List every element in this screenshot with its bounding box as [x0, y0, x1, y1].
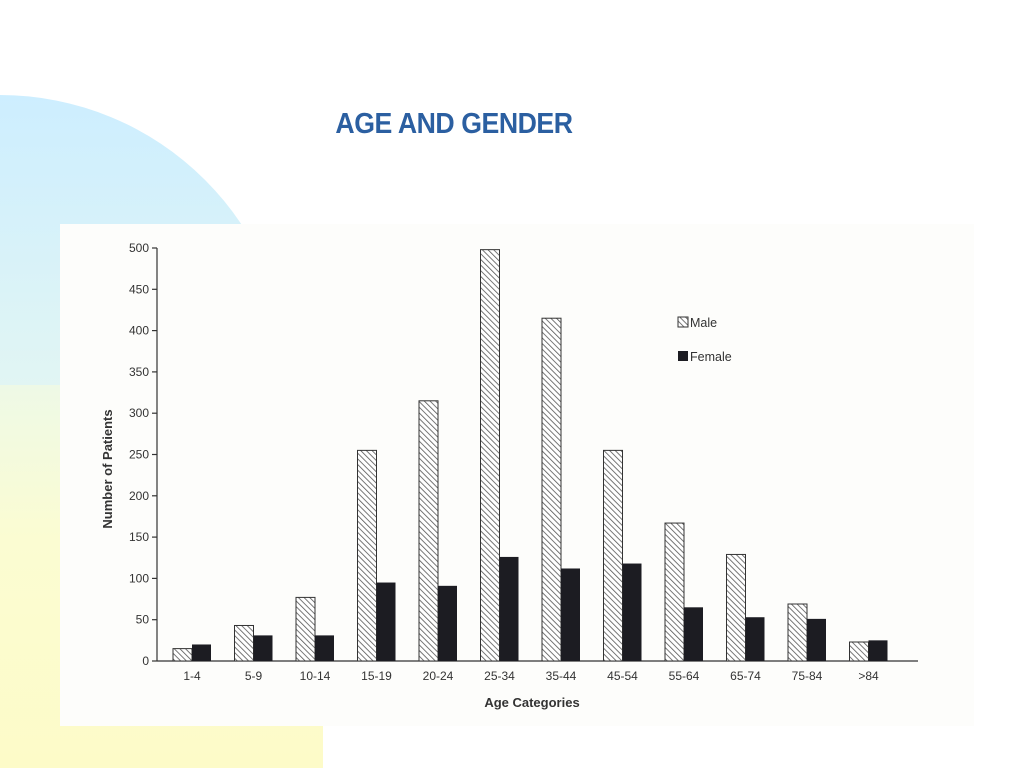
- bar-female-10: [807, 618, 826, 661]
- bar-female-5: [499, 556, 519, 661]
- x-tick-label: 45-54: [607, 669, 638, 683]
- bar-male-11: [849, 641, 869, 662]
- legend-male-label: Male: [690, 316, 717, 330]
- bar-male-9: [726, 553, 746, 662]
- bar-male-4: [418, 400, 439, 662]
- bar-female-6: [561, 568, 580, 661]
- legend-male-swatch: [677, 316, 689, 328]
- bar-female-7: [622, 563, 642, 661]
- y-axis-title: Number of Patients: [100, 409, 115, 528]
- y-tick-label: 500: [129, 241, 149, 255]
- x-tick-label: 15-19: [361, 669, 392, 683]
- x-tick-label: 65-74: [730, 669, 761, 683]
- x-axis-title: Age Categories: [484, 695, 579, 710]
- y-tick-label: 100: [129, 571, 149, 585]
- x-tick-label: 55-64: [669, 669, 700, 683]
- y-tick-label: 400: [129, 324, 149, 338]
- x-tick-label: 25-34: [484, 669, 515, 683]
- bar-male-2: [295, 596, 316, 662]
- y-tick-label: 350: [129, 365, 149, 379]
- x-tick-label: 20-24: [423, 669, 454, 683]
- bar-female-8: [684, 607, 703, 661]
- bar-male-6: [541, 317, 562, 662]
- legend-female-label: Female: [690, 350, 732, 364]
- x-tick-label: 1-4: [183, 669, 201, 683]
- chart-panel: 0 50 100 150 200 250 300 350 400 450 500 1-4 5-9 10-…: [60, 224, 974, 726]
- y-axis: 0 50 100 150 200 250 300 350 400 450 500: [129, 241, 158, 668]
- bar-female-4: [438, 585, 457, 661]
- legend-female-swatch: [678, 351, 688, 361]
- bar-female-11: [868, 640, 888, 661]
- bar-female-2: [315, 635, 334, 661]
- y-tick-label: 300: [129, 406, 149, 420]
- x-tick-label: 35-44: [546, 669, 577, 683]
- bar-male-1: [234, 624, 254, 662]
- x-tick-label: 10-14: [300, 669, 331, 683]
- bar-male-0: [172, 648, 193, 662]
- x-tick-label: >84: [858, 669, 879, 683]
- legend: Male Female: [677, 316, 732, 364]
- y-tick-label: 200: [129, 489, 149, 503]
- bar-male-7: [603, 449, 623, 662]
- bar-male-3: [357, 449, 377, 662]
- y-tick-label: 0: [142, 654, 149, 668]
- bar-female-1: [253, 635, 273, 661]
- x-axis: 1-4 5-9 10-14 15-19 20-24 25-34 35-44 45-54 55-6…: [157, 660, 918, 683]
- bar-chart: 0 50 100 150 200 250 300 350 400 450 500 1-4 5-9 10-…: [100, 241, 918, 710]
- slide-title: AGE AND GENDER: [335, 108, 573, 140]
- y-tick-label: 250: [129, 448, 149, 462]
- bars: [172, 249, 888, 662]
- y-tick-label: 450: [129, 282, 149, 296]
- bar-male-10: [787, 603, 808, 662]
- bar-female-0: [192, 644, 211, 661]
- y-tick-label: 50: [136, 613, 150, 627]
- bar-female-9: [745, 617, 765, 661]
- x-tick-label: 5-9: [245, 669, 263, 683]
- bar-male-8: [664, 522, 685, 662]
- y-tick-label: 150: [129, 530, 149, 544]
- bar-female-3: [376, 582, 396, 661]
- x-tick-label: 75-84: [792, 669, 823, 683]
- bar-male-5: [480, 249, 500, 662]
